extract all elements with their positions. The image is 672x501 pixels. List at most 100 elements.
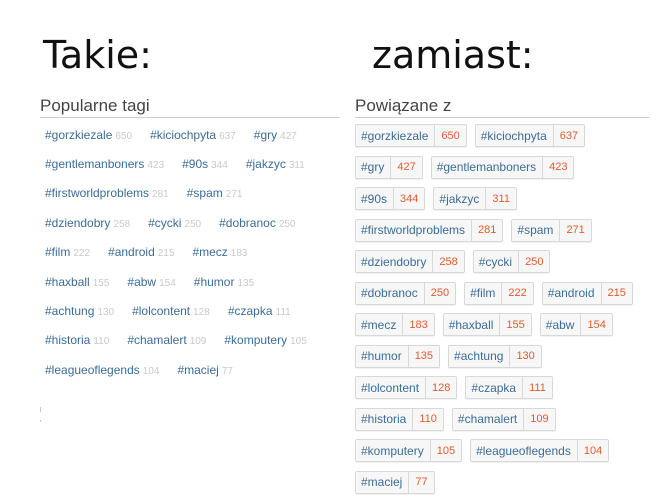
tag-count: 155	[499, 314, 530, 336]
popular-tag-link[interactable]: #historia 110	[45, 333, 109, 347]
related-tag-button[interactable]: #gorzkiezale 650	[355, 124, 467, 148]
popular-tag-link[interactable]: #gentlemanboners 423	[45, 157, 164, 171]
popular-tags-row: #gorzkiezale 650 #kiciochpyta 637 #gry 427	[40, 120, 340, 149]
popular-tag-link[interactable]: #gry 427	[254, 128, 297, 142]
related-tags-row: #90s 344 #jakzyc 311	[355, 183, 655, 215]
tag-name: #android	[547, 286, 595, 301]
tag-name: #humor	[361, 349, 402, 364]
popular-tags-row: #leagueoflegends 104 #maciej 77	[40, 355, 340, 384]
tag-name: #gentlemanboners	[45, 157, 145, 172]
tag-name: #mecz	[192, 245, 228, 260]
popular-tag-link[interactable]: #lolcontent 128	[132, 304, 210, 318]
tag-name: #cycki	[148, 215, 182, 230]
related-tag-button[interactable]: #cycki 250	[472, 250, 551, 274]
popular-tag-link[interactable]: #komputery 105	[224, 333, 306, 347]
related-tag-button[interactable]: #humor 135	[355, 344, 441, 368]
tag-count: 183	[402, 314, 433, 336]
related-tag-button[interactable]: #android 215	[541, 281, 633, 305]
popular-tag-link[interactable]: #czapka 111	[228, 304, 291, 318]
tag-name: #historia	[45, 333, 91, 348]
tag-name: #lolcontent	[132, 304, 191, 319]
tag-count: 250	[518, 251, 549, 273]
tag-count: 271	[225, 189, 243, 201]
popular-tag-link[interactable]: #mecz 183	[192, 245, 247, 259]
related-tag-button[interactable]: #maciej 77	[355, 470, 435, 494]
popular-tag-link[interactable]: #achtung 130	[45, 304, 114, 318]
popular-tag-link[interactable]: #haxball 155	[45, 275, 109, 289]
related-tag-button[interactable]: #chamalert 109	[451, 407, 556, 431]
popular-tag-link[interactable]: #firstworldproblems 281	[45, 186, 169, 200]
popular-tag-link[interactable]: #90s 344	[182, 157, 228, 171]
tag-count: 154	[580, 314, 611, 336]
related-tag-button[interactable]: #dziendobry 258	[355, 250, 465, 274]
tag-name: #chamalert	[127, 333, 187, 348]
related-tag-button[interactable]: #spam 271	[511, 218, 592, 242]
related-tag-button[interactable]: #kiciochpyta 637	[474, 124, 586, 148]
related-tag-button[interactable]: #dobranoc 250	[355, 281, 457, 305]
related-tags-list: #gorzkiezale 650 #kiciochpyta 637 #gry 427 #ge…	[355, 120, 655, 498]
tag-name: #dziendobry	[361, 254, 427, 269]
related-tag-button[interactable]: #90s 344	[355, 187, 426, 211]
popular-tag-link[interactable]: #maciej 77	[177, 363, 232, 377]
related-tag-button[interactable]: #historia 110	[355, 407, 444, 431]
popular-tag-link[interactable]: #leagueoflegends 104	[45, 363, 159, 377]
tag-count: 311	[485, 188, 516, 210]
tag-name: #leagueoflegends	[476, 443, 571, 458]
popular-tags-divider	[40, 117, 340, 118]
tag-name: #komputery	[361, 443, 424, 458]
popular-tag-link[interactable]: #spam 271	[187, 186, 243, 200]
tag-count: 271	[559, 219, 590, 241]
related-tag-button[interactable]: #jakzyc 311	[433, 187, 517, 211]
related-tag-button[interactable]: #gentlemanboners 423	[430, 155, 575, 179]
related-tag-button[interactable]: #gry 427	[355, 155, 423, 179]
tag-name: #leagueoflegends	[45, 362, 140, 377]
popular-tag-link[interactable]: #jakzyc 311	[246, 157, 305, 171]
popular-tag-link[interactable]: #kiciochpyta 637	[150, 128, 236, 142]
related-tag-button[interactable]: #komputery 105	[355, 439, 463, 463]
related-tag-button[interactable]: #film 222	[464, 281, 534, 305]
tag-name: #kiciochpyta	[480, 128, 547, 143]
popular-tag-link[interactable]: #android 215	[108, 245, 174, 259]
tag-name: #gorzkiezale	[45, 127, 113, 142]
tag-count: 344	[211, 160, 228, 172]
tag-count: 250	[278, 218, 296, 230]
popular-tag-link[interactable]: #humor 135	[194, 275, 254, 289]
related-tag-button[interactable]: #haxball 155	[442, 313, 532, 337]
related-tag-button[interactable]: #achtung 130	[448, 344, 542, 368]
tag-name: #maciej	[177, 362, 219, 377]
popular-tag-link[interactable]: #chamalert 109	[127, 333, 206, 347]
tag-count: 128	[425, 377, 456, 399]
popular-tag-link[interactable]: #cycki 250	[148, 216, 201, 230]
tag-count: 154	[159, 277, 176, 289]
related-tag-button[interactable]: #czapka 111	[465, 376, 553, 400]
related-tag-button[interactable]: #lolcontent 128	[355, 376, 458, 400]
popular-tag-link[interactable]: #abw 154	[127, 275, 175, 289]
tag-count: 111	[522, 377, 552, 399]
tag-count: 258	[113, 218, 131, 230]
tag-count: 104	[576, 440, 608, 462]
tag-name: #chamalert	[457, 412, 518, 427]
related-tags-row: #maciej 77	[355, 467, 655, 499]
related-tag-button[interactable]: #leagueoflegends 104	[470, 439, 610, 463]
related-tags-divider	[355, 117, 650, 118]
tag-name: #jakzyc	[245, 157, 286, 172]
popular-tag-link[interactable]: #dziendobry 258	[45, 216, 130, 230]
tag-count: 423	[147, 160, 165, 172]
tag-count: 650	[115, 130, 133, 142]
tag-name: #historia	[361, 412, 407, 427]
popular-tag-link[interactable]: #gorzkiezale 650	[45, 128, 132, 142]
tag-count: 344	[393, 188, 424, 210]
popular-tags-row: #firstworldproblems 281 #spam 271	[40, 179, 340, 208]
tag-name: #spam	[186, 186, 223, 201]
related-tag-button[interactable]: #abw 154	[539, 313, 613, 337]
popular-tags-row: #achtung 130 #lolcontent 128 #czapka 111	[40, 296, 340, 325]
tag-name: #abw	[127, 274, 157, 289]
related-tag-button[interactable]: #mecz 183	[355, 313, 435, 337]
popular-tags-row: #film 222 #android 215 #mecz 183	[40, 238, 340, 267]
popular-tag-link[interactable]: #film 222	[45, 245, 90, 259]
decorative-specks	[40, 407, 41, 422]
tag-name: #gentlemanboners	[436, 160, 537, 175]
related-tag-button[interactable]: #firstworldproblems 281	[355, 218, 504, 242]
popular-tag-link[interactable]: #dobranoc 250	[219, 216, 295, 230]
tag-count: 222	[73, 248, 91, 260]
